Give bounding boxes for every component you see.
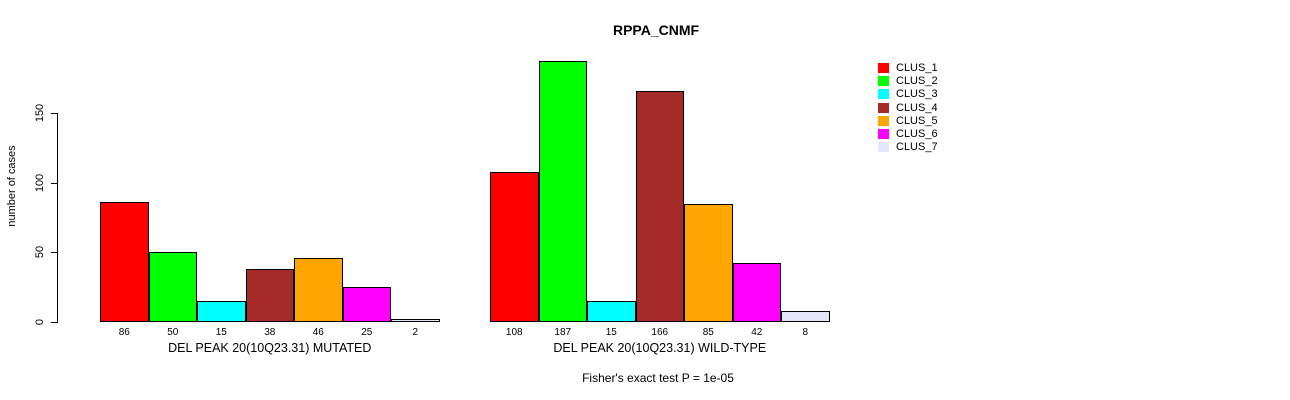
legend-swatch-clus_5 — [878, 115, 889, 126]
y-tick-label: 50 — [34, 246, 46, 259]
bar-clus_5 — [294, 257, 343, 322]
bar-clus_5 — [684, 203, 733, 322]
bar-clus_3 — [197, 301, 246, 322]
bar-value-label: 42 — [751, 327, 763, 338]
bar-value-label: 46 — [312, 327, 324, 338]
bar-clus_3 — [587, 301, 636, 322]
legend-swatch-clus_4 — [878, 102, 889, 113]
bar-clus_6 — [342, 287, 391, 322]
legend-label: CLUS_3 — [896, 88, 938, 101]
bar-value-label: 38 — [264, 327, 276, 338]
bar-value-label: 187 — [554, 327, 572, 338]
bar-clus_4 — [245, 269, 294, 322]
bar-value-label: 25 — [361, 327, 373, 338]
y-tick-mark — [51, 252, 57, 254]
legend-label: CLUS_1 — [896, 62, 938, 74]
legend-label: CLUS_5 — [896, 114, 938, 127]
group-axis-label: DEL PEAK 20(10Q23.31) MUTATED — [168, 341, 372, 355]
legend-label: CLUS_4 — [896, 101, 938, 114]
legend-swatch-clus_1 — [878, 63, 889, 73]
legend-label: CLUS_7 — [896, 141, 938, 154]
legend-swatch-clus_6 — [878, 129, 889, 139]
bar-value-label: 15 — [605, 327, 617, 338]
bar-value-label: 15 — [215, 327, 227, 338]
bar-clus_1 — [490, 171, 539, 322]
y-axis-line — [57, 113, 58, 323]
legend-label: CLUS_2 — [896, 75, 938, 88]
group-axis-label: DEL PEAK 20(10Q23.31) WILD-TYPE — [553, 341, 767, 355]
bar-value-label: 166 — [651, 327, 669, 338]
legend-swatch-clus_2 — [878, 76, 889, 87]
legend-swatch-clus_7 — [878, 142, 889, 153]
bar-clus_2 — [148, 252, 197, 322]
bar-value-label: 85 — [702, 327, 714, 338]
y-axis-label: number of cases — [6, 145, 18, 227]
bar-value-label: 2 — [412, 327, 419, 338]
bar-clus_2 — [538, 61, 587, 322]
y-tick-mark — [51, 182, 57, 184]
bar-value-label: 8 — [802, 327, 809, 338]
y-tick-mark — [51, 113, 57, 114]
bar-clus_6 — [732, 263, 781, 322]
y-tick-label: 100 — [34, 173, 46, 192]
y-tick-mark — [51, 322, 57, 323]
bar-clus_7 — [391, 319, 440, 322]
chart-title: RPPA_CNMF — [612, 22, 700, 38]
y-tick-label: 0 — [34, 318, 46, 326]
bar-clus_1 — [100, 202, 149, 322]
legend-swatch-clus_3 — [878, 89, 889, 100]
bar-clus_4 — [635, 90, 684, 322]
bar-value-label: 50 — [167, 327, 179, 338]
bar-value-label: 86 — [118, 327, 130, 338]
bar-value-label: 108 — [505, 327, 523, 338]
y-tick-label: 150 — [34, 103, 46, 123]
fisher-test-caption: Fisher's exact test P = 1e-05 — [582, 371, 734, 385]
bar-clus_7 — [781, 310, 830, 322]
legend-label: CLUS_6 — [896, 128, 938, 140]
